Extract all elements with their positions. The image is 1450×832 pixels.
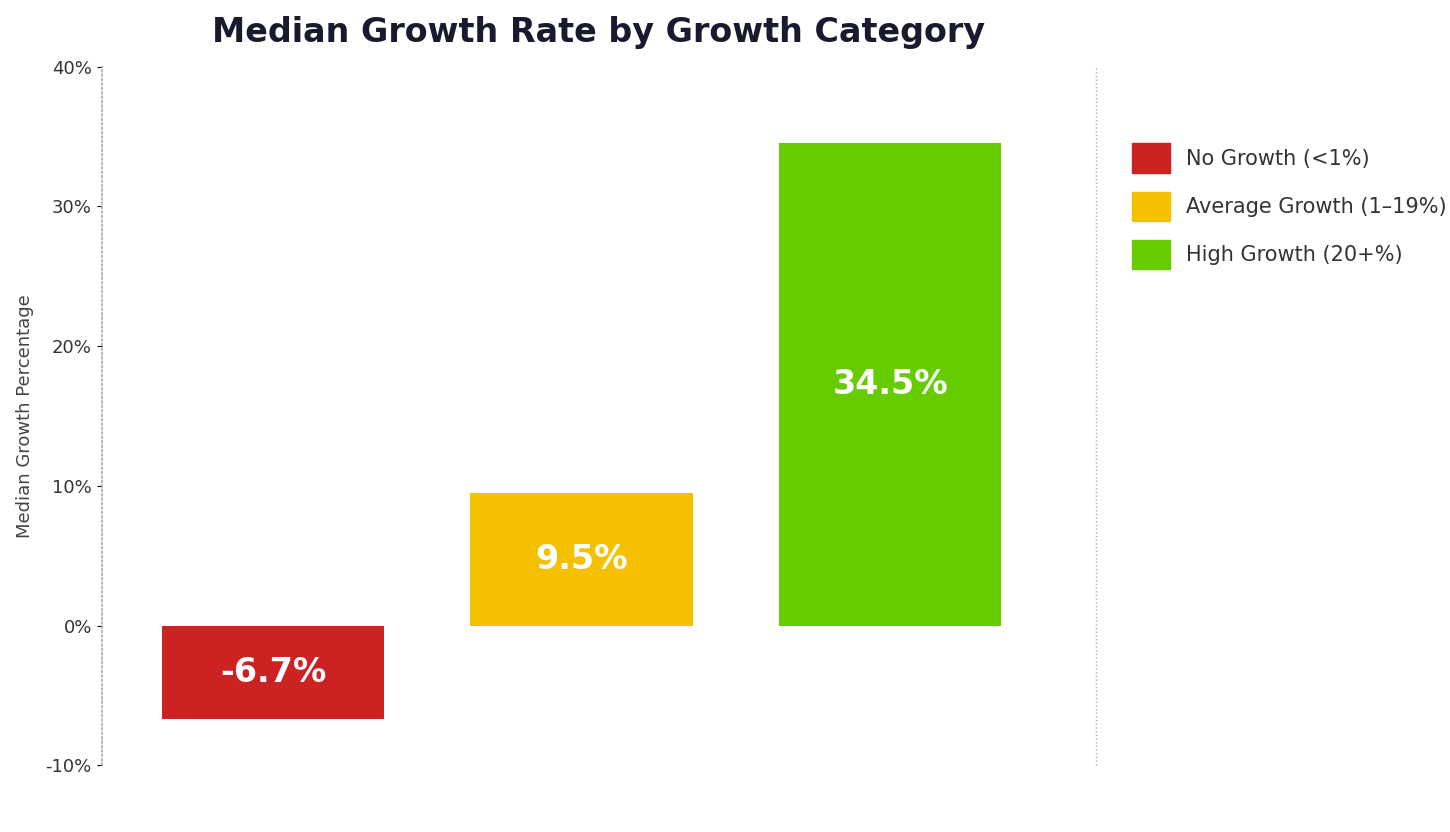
Text: 34.5%: 34.5% [832, 368, 948, 401]
Legend: No Growth (<1%), Average Growth (1–19%), High Growth (20+%): No Growth (<1%), Average Growth (1–19%),… [1122, 133, 1450, 280]
Bar [470, 493, 693, 626]
Y-axis label: Median Growth Percentage: Median Growth Percentage [16, 295, 35, 537]
Title: Median Growth Rate by Growth Category: Median Growth Rate by Growth Category [212, 16, 985, 48]
Text: -6.7%: -6.7% [220, 656, 326, 689]
Bar [779, 143, 1002, 626]
Text: 9.5%: 9.5% [535, 542, 628, 576]
Bar [161, 626, 384, 720]
